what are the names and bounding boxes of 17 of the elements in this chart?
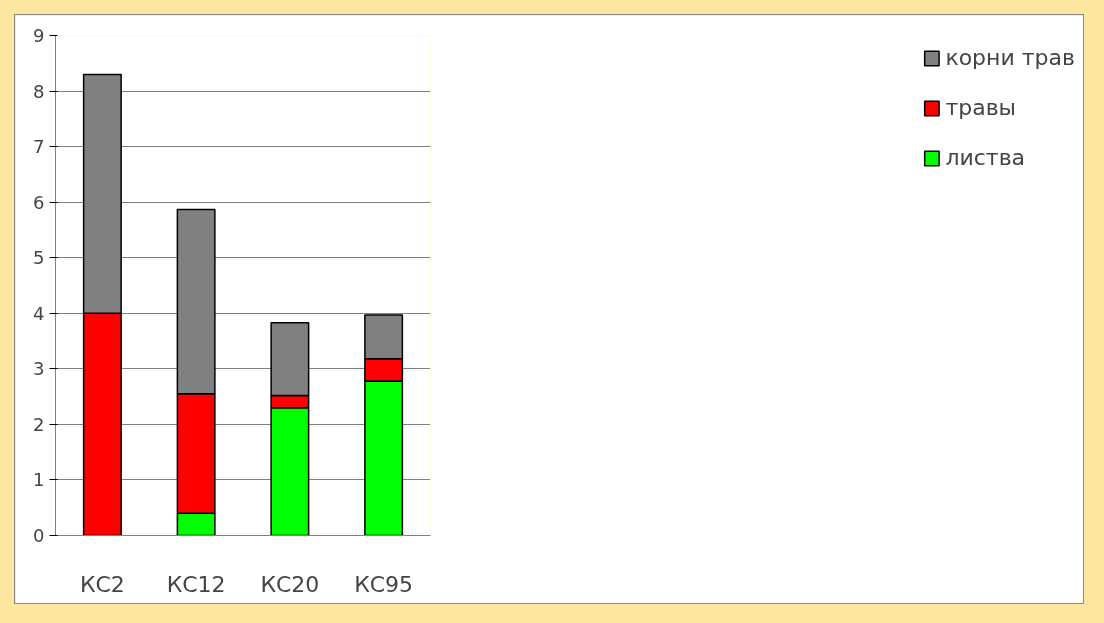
legend-label: листва [945, 145, 1026, 170]
x-tick-label: КС95 [354, 571, 414, 597]
y-tick-label: 5 [33, 247, 45, 269]
y-tick-label: 3 [33, 358, 45, 380]
x-tick-label: КС2 [79, 571, 125, 597]
y-tick-label: 7 [33, 136, 45, 158]
x-tick-label: КС12 [166, 571, 226, 597]
y-tick-label: 1 [33, 469, 45, 491]
y-tick-label: 4 [33, 302, 45, 324]
y-tick-label: 2 [33, 413, 45, 435]
x-tick-label: КС20 [260, 571, 320, 597]
y-tick-label: 8 [33, 80, 45, 102]
y-tick-label: 0 [33, 525, 45, 546]
legend-label: корни трав [945, 45, 1075, 70]
y-tick-label: 9 [33, 25, 45, 46]
legend-label: травы [945, 95, 1016, 120]
y-tick-label: 6 [33, 191, 45, 213]
